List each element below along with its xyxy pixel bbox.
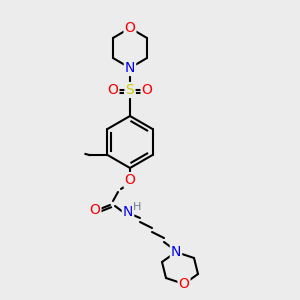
Text: O: O bbox=[124, 173, 135, 187]
Text: O: O bbox=[90, 203, 101, 217]
Text: H: H bbox=[133, 202, 141, 212]
Text: O: O bbox=[142, 83, 152, 97]
Text: O: O bbox=[178, 277, 189, 291]
Text: O: O bbox=[124, 21, 135, 35]
Text: N: N bbox=[171, 245, 181, 259]
Text: N: N bbox=[125, 61, 135, 75]
Text: N: N bbox=[123, 205, 133, 219]
Text: S: S bbox=[126, 83, 134, 97]
Text: O: O bbox=[108, 83, 118, 97]
